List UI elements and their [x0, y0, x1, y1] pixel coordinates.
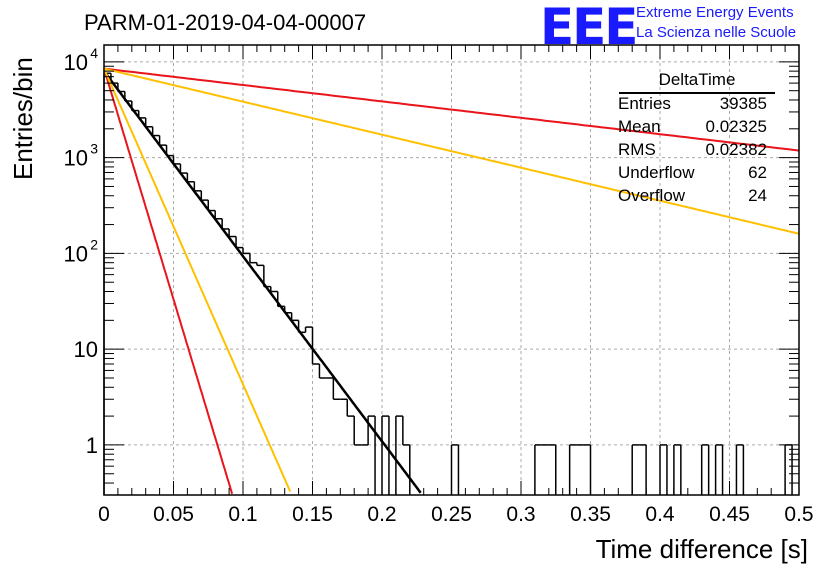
x-tick-label: 0.2 [367, 503, 396, 526]
chart-title: PARM-01-2019-04-04-00007 [84, 10, 367, 35]
y-tick-label: 10 [64, 146, 88, 171]
x-tick-label: 0.25 [431, 503, 472, 526]
reference-curve [103, 67, 800, 235]
y-tick-label: 1 [86, 433, 98, 458]
reference-curve [103, 67, 800, 152]
stats-label: Mean [618, 117, 661, 136]
fit-curve [102, 70, 422, 494]
stats-label: Entries [618, 94, 671, 113]
logo-line-2: La Scienza nelle Scuole [636, 24, 797, 41]
y-tick-label: 10 [74, 337, 98, 362]
x-tick-label: 0.35 [570, 503, 611, 526]
stats-row: Entries 39385 [611, 94, 781, 117]
stats-row: Mean 0.02325 [611, 117, 781, 140]
stats-title: DeltaTime [619, 70, 775, 94]
x-tick-label: 0.15 [292, 503, 333, 526]
y-tick-exponent: 4 [90, 45, 98, 61]
y-tick-exponent: 2 [90, 236, 98, 252]
stats-box: DeltaTime Entries 39385 Mean 0.02325 RMS 0.02… [611, 70, 781, 209]
stats-value: 24 [748, 186, 767, 205]
grid-lines [104, 45, 799, 495]
x-tick-label: 0.45 [709, 503, 750, 526]
stats-label: Underflow [618, 163, 695, 182]
stats-row: Overflow 24 [611, 186, 781, 209]
x-tick-label: 0.1 [228, 503, 257, 526]
stats-value: 62 [748, 163, 767, 182]
y-axis-label: Entries/bin [8, 57, 38, 180]
x-tick-label: 0 [98, 503, 110, 526]
stats-row: Underflow 62 [611, 163, 781, 186]
axes: 0 0.05 0.1 0.15 0.2 0.25 0.3 0.35 0.4 0.45 0.5 1 10 1… [64, 45, 814, 526]
x-tick-label: 0.05 [153, 503, 194, 526]
reference-curve [103, 68, 234, 495]
fit-curves [102, 67, 800, 495]
y-tick-exponent: 3 [90, 141, 98, 157]
x-tick-label: 0.5 [784, 503, 813, 526]
stats-value: 39385 [719, 94, 767, 113]
x-axis-label: Time difference [s] [595, 534, 808, 564]
stats-value: 0.02325 [705, 117, 767, 136]
reference-curve [103, 68, 292, 493]
logo-line-1: Extreme Energy Events [636, 4, 794, 21]
y-tick-label: 10 [64, 50, 88, 75]
x-tick-label: 0.4 [645, 503, 675, 526]
eee-logo: EEE [540, 0, 638, 56]
x-tick-label: 0.3 [506, 503, 535, 526]
stats-row: RMS 0.02382 [611, 140, 781, 163]
y-tick-label: 10 [64, 241, 88, 266]
stats-label: Overflow [618, 186, 686, 205]
stats-label: RMS [618, 140, 656, 159]
stats-value: 0.02382 [705, 140, 767, 159]
